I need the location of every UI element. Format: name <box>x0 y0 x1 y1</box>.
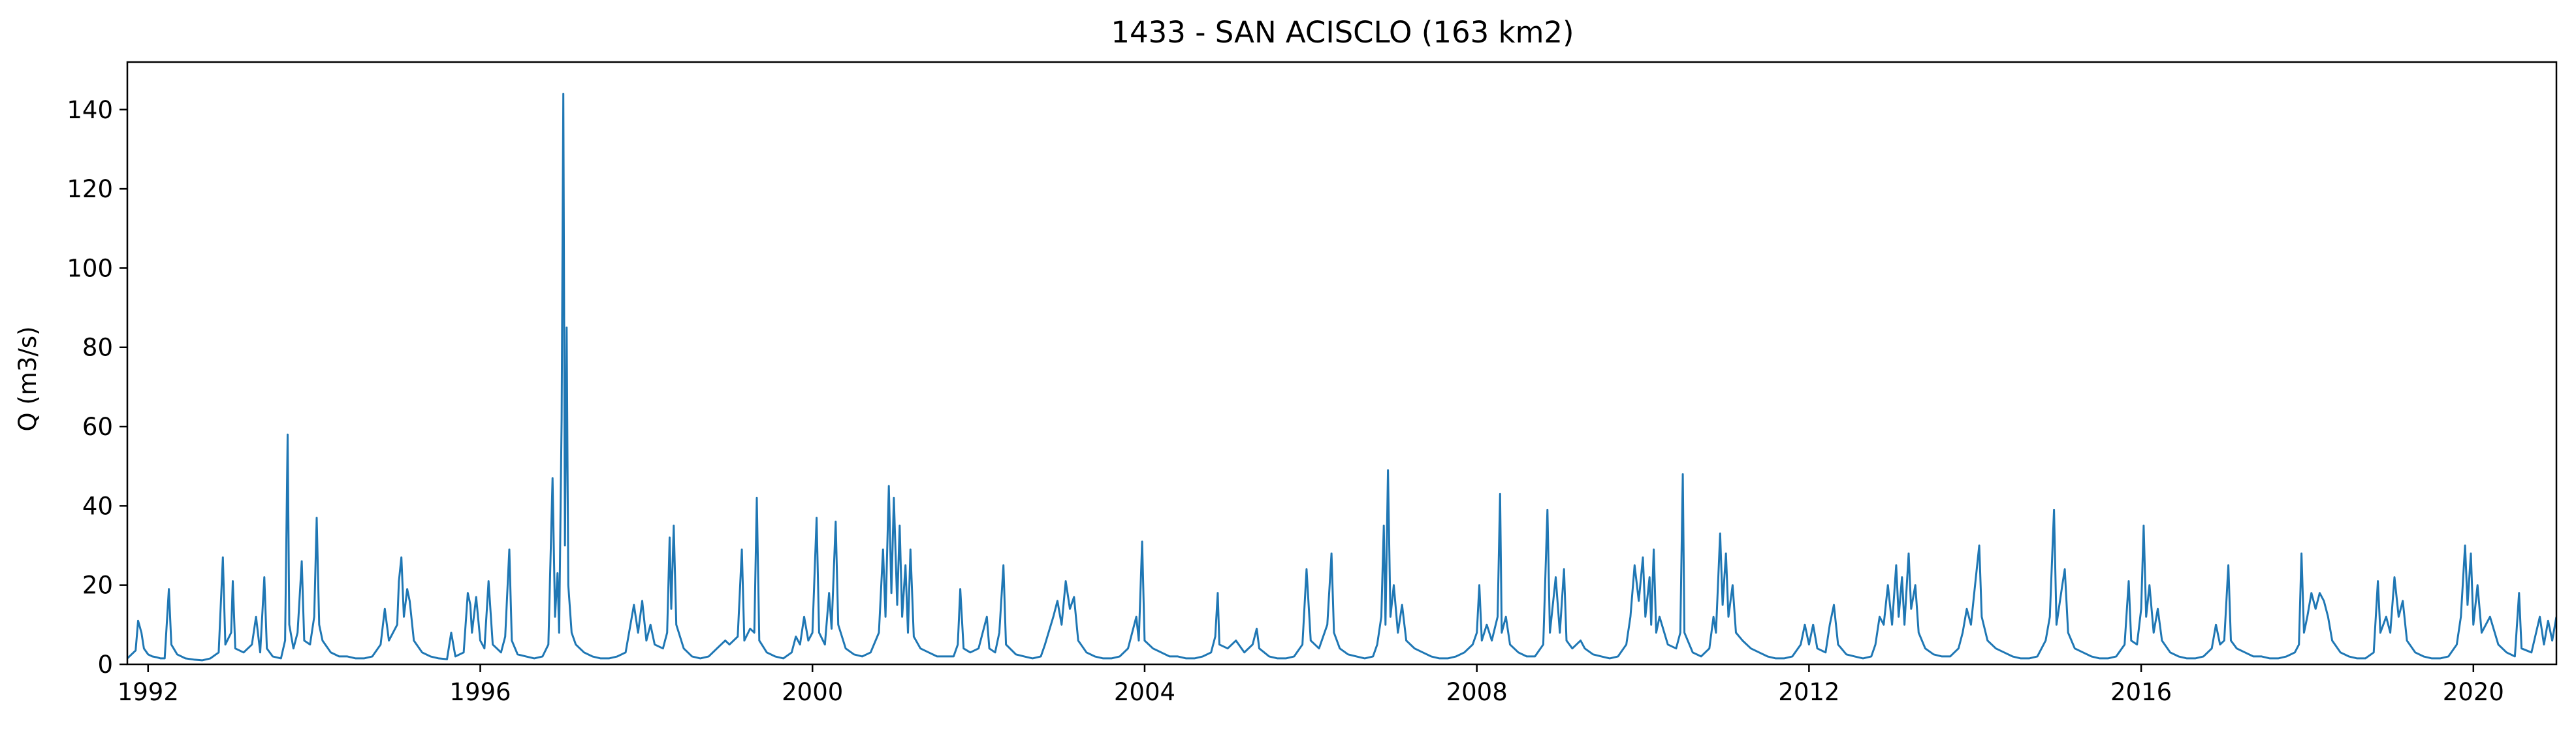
x-tick-label: 2020 <box>2443 678 2504 706</box>
x-tick-label: 1996 <box>449 678 511 706</box>
y-axis-label: Q (m3/s) <box>14 326 42 431</box>
x-axis-ticks: 1992 1996 2000 2004 2008 2012 2016 2020 <box>118 664 2504 706</box>
y-tick-label: 20 <box>82 572 113 600</box>
x-tick-label: 2000 <box>782 678 843 706</box>
x-tick-label: 2012 <box>1778 678 1839 706</box>
y-tick-label: 0 <box>97 651 113 679</box>
plot-area <box>127 62 2556 664</box>
x-tick-label: 2008 <box>1446 678 1508 706</box>
x-tick-label: 2004 <box>1114 678 1175 706</box>
chart-title: 1433 - SAN ACISCLO (163 km2) <box>1111 15 1574 50</box>
y-tick-label: 60 <box>82 413 113 441</box>
x-tick-label: 1992 <box>118 678 179 706</box>
y-tick-label: 140 <box>67 96 113 124</box>
discharge-series-line <box>127 93 2556 662</box>
y-axis-ticks: 0 20 40 60 80 100 120 140 <box>67 96 127 679</box>
y-tick-label: 40 <box>82 492 113 520</box>
y-tick-label: 80 <box>82 334 113 362</box>
y-tick-label: 120 <box>67 175 113 203</box>
x-tick-label: 2016 <box>2110 678 2172 706</box>
y-tick-label: 100 <box>67 254 113 282</box>
plot-frame <box>126 61 2558 666</box>
